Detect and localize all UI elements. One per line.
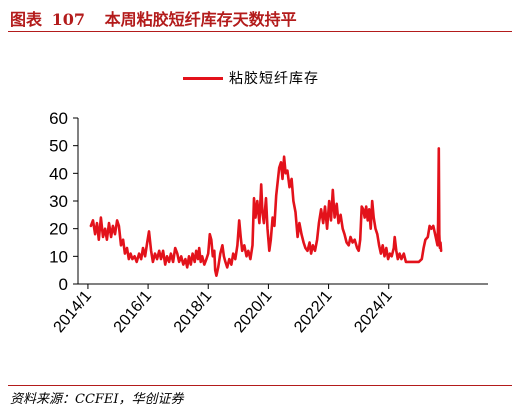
legend-label: 粘胶短纤库存: [229, 71, 319, 87]
y-tick-label: 50: [49, 137, 68, 156]
y-tick-label: 40: [49, 164, 68, 183]
title-divider: [8, 31, 512, 32]
legend-swatch: [183, 76, 223, 80]
y-tick-label: 30: [49, 192, 68, 211]
source-divider: [8, 385, 512, 386]
figure-title: 图表 107 本周粘胶短纤库存天数持平: [10, 6, 297, 30]
y-tick-label: 0: [59, 275, 68, 294]
figure-number: 107: [51, 10, 85, 29]
x-tick-label: 2024/1: [351, 288, 396, 336]
x-tick-label: 2016/1: [111, 288, 156, 336]
figure-title-text: 本周粘胶短纤库存天数持平: [104, 10, 297, 29]
x-tick-label: 2014/1: [51, 288, 96, 336]
chart-legend: 粘胶短纤库存: [183, 68, 319, 88]
series-line-inventory-days: [89, 147, 443, 277]
x-tick-label: 2020/1: [231, 288, 276, 336]
x-tick-label: 2022/1: [291, 288, 336, 336]
x-tick-label: 2018/1: [171, 288, 216, 336]
y-tick-label: 20: [49, 220, 68, 239]
source-note: 资料来源：CCFEI，华创证券: [10, 392, 184, 407]
y-tick-label: 10: [49, 247, 68, 266]
y-tick-label: 60: [49, 109, 68, 128]
figure-label: 图表: [10, 10, 43, 29]
